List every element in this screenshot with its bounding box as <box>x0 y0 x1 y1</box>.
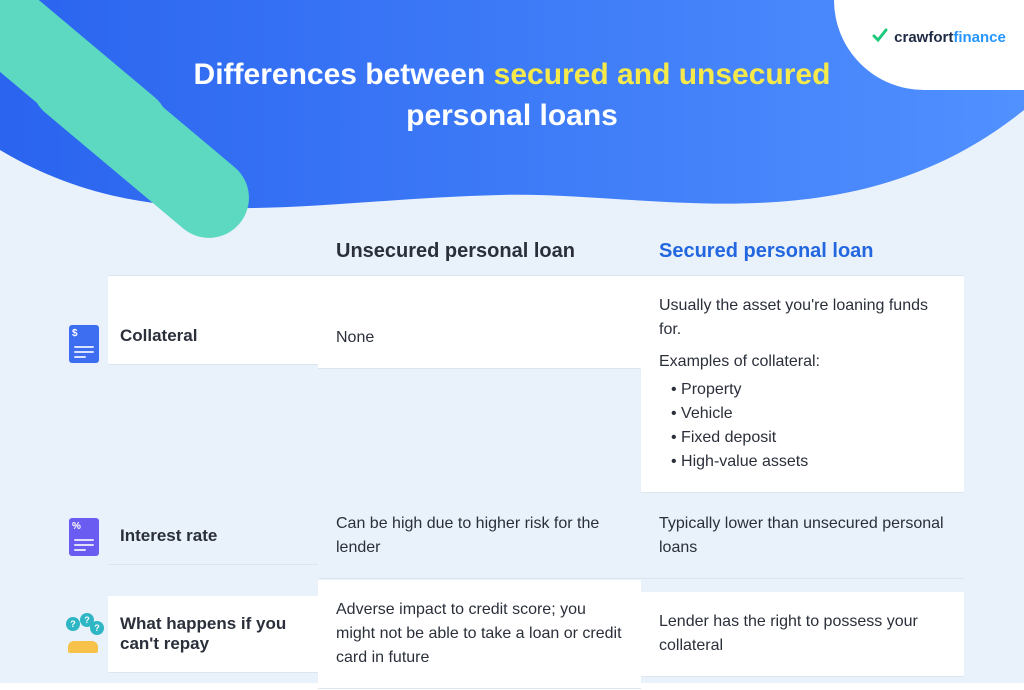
row-label: Collateral <box>108 275 318 365</box>
table-row: % Interest rate Can be high due to highe… <box>60 494 964 580</box>
row-secured-value: Lender has the right to possess your col… <box>641 592 964 677</box>
row-label: What happens if you can't repay <box>108 596 318 673</box>
table-row: $ Collateral None Usually the asset you'… <box>60 275 964 494</box>
list-item: Vehicle <box>671 402 946 426</box>
logo-check-icon <box>872 27 888 48</box>
row-secured-value: Typically lower than unsecured personal … <box>641 494 964 579</box>
comparison-table: Unsecured personal loan Secured personal… <box>60 240 964 690</box>
header: crawfortfinance Differences between secu… <box>0 0 1024 260</box>
page-title: Differences between secured and unsecure… <box>0 55 1024 136</box>
row-unsecured-value: None <box>318 275 641 369</box>
collateral-icon: $ <box>60 275 108 373</box>
interest-icon: % <box>60 508 108 566</box>
logo-text: crawfortfinance <box>894 29 1006 46</box>
collateral-examples-list: Property Vehicle Fixed deposit High-valu… <box>659 378 946 474</box>
row-label: Interest rate <box>108 508 318 565</box>
column-header-secured: Secured personal loan <box>641 240 964 263</box>
table-row: ? ? ? What happens if you can't repay Ad… <box>60 580 964 690</box>
infographic: crawfortfinance Differences between secu… <box>0 0 1024 683</box>
repay-icon: ? ? ? <box>60 607 108 663</box>
list-item: Fixed deposit <box>671 426 946 450</box>
row-unsecured-value: Can be high due to higher risk for the l… <box>318 494 641 579</box>
table-header-row: Unsecured personal loan Secured personal… <box>60 240 964 275</box>
row-secured-value: Usually the asset you're loaning funds f… <box>641 275 964 493</box>
column-header-unsecured: Unsecured personal loan <box>318 240 641 263</box>
row-unsecured-value: Adverse impact to credit score; you migh… <box>318 580 641 689</box>
list-item: High-value assets <box>671 450 946 474</box>
list-item: Property <box>671 378 946 402</box>
